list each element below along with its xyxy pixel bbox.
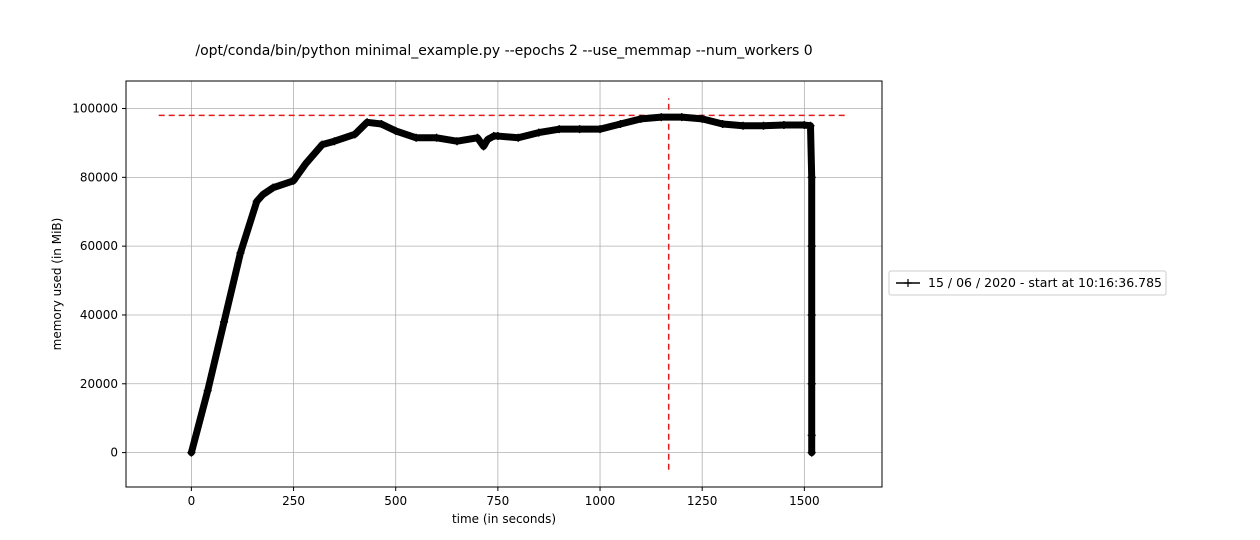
- series-point-marker: [363, 118, 372, 127]
- series-point-marker: [473, 133, 482, 142]
- series-point-marker: [203, 386, 212, 395]
- series-point-marker: [636, 114, 645, 123]
- series-point-marker: [739, 121, 748, 130]
- grid-lines: [126, 81, 882, 487]
- legend: 15 / 06 / 2020 - start at 10:16:36.785: [888, 270, 1167, 296]
- y-tick-label: 80000: [80, 170, 118, 184]
- series-point-marker: [779, 121, 788, 130]
- series-point-marker: [493, 132, 502, 141]
- series-point-marker: [432, 133, 441, 142]
- y-tick-label: 100000: [72, 102, 118, 116]
- series-point-marker: [187, 448, 196, 457]
- series-point-marker: [807, 173, 816, 182]
- series-point-marker: [252, 197, 261, 206]
- series-point-marker: [806, 121, 815, 130]
- series-point-marker: [377, 120, 386, 129]
- series-point-marker: [677, 113, 686, 122]
- x-tick-label: 1000: [585, 494, 616, 508]
- series-line: [187, 113, 816, 457]
- x-tick-label: 750: [486, 494, 509, 508]
- series-point-marker: [236, 249, 245, 258]
- y-tick-label: 40000: [80, 308, 118, 322]
- series-point-marker: [514, 133, 523, 142]
- series-point-marker: [555, 125, 564, 134]
- y-axis-title: memory used (in MiB): [50, 218, 64, 351]
- y-tick-label: 20000: [80, 377, 118, 391]
- series-point-marker: [759, 121, 768, 130]
- reference-lines: [158, 98, 846, 470]
- series-point-marker: [807, 431, 816, 440]
- series-point-marker: [616, 120, 625, 129]
- series-point-marker: [258, 190, 267, 199]
- series-point-marker: [220, 317, 229, 326]
- series-point-marker: [330, 137, 339, 146]
- series-point-marker: [453, 137, 462, 146]
- plot-frame: [125, 80, 883, 488]
- series-point-marker: [807, 379, 816, 388]
- x-axis: 0 250 500 750 1000 1250 1500: [188, 487, 820, 508]
- series-point-marker: [807, 242, 816, 251]
- series-point-marker: [575, 125, 584, 134]
- legend-plus-marker: [904, 279, 912, 287]
- series-point-marker: [318, 140, 327, 149]
- series-point-marker: [534, 128, 543, 137]
- series-point-marker: [657, 113, 666, 122]
- x-axis-title: time (in seconds): [452, 512, 556, 526]
- series-point-marker: [391, 126, 400, 135]
- series-point-marker: [698, 114, 707, 123]
- series-layer: [187, 113, 816, 457]
- series-point-marker: [807, 448, 816, 457]
- series-point-marker: [483, 135, 492, 144]
- chart-title: /opt/conda/bin/python minimal_example.py…: [195, 43, 812, 59]
- series-point-marker: [412, 133, 421, 142]
- series-point-marker: [596, 125, 605, 134]
- series-point-marker: [807, 310, 816, 319]
- x-tick-label: 250: [282, 494, 305, 508]
- y-axis: 0 20000 40000 60000 80000 100000: [72, 102, 126, 460]
- y-tick-label: 60000: [80, 239, 118, 253]
- legend-box: [888, 270, 1167, 296]
- x-tick-label: 500: [384, 494, 407, 508]
- series-point-marker: [269, 183, 278, 192]
- series-point-marker: [718, 120, 727, 129]
- x-tick-label: 1250: [687, 494, 718, 508]
- series-point-marker: [301, 159, 310, 168]
- legend-label: 15 / 06 / 2020 - start at 10:16:36.785: [928, 275, 1162, 290]
- y-tick-label: 0: [110, 446, 118, 460]
- series-point-marker: [289, 176, 298, 185]
- x-tick-label: 1500: [789, 494, 820, 508]
- series-point-marker: [479, 142, 488, 151]
- x-tick-label: 0: [188, 494, 196, 508]
- series-point-marker: [350, 130, 359, 139]
